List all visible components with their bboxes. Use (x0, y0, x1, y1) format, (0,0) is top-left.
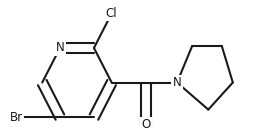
Text: Br: Br (10, 111, 23, 124)
Text: O: O (141, 118, 150, 131)
Text: N: N (173, 76, 182, 89)
Text: N: N (56, 41, 64, 55)
Text: Cl: Cl (106, 7, 118, 20)
